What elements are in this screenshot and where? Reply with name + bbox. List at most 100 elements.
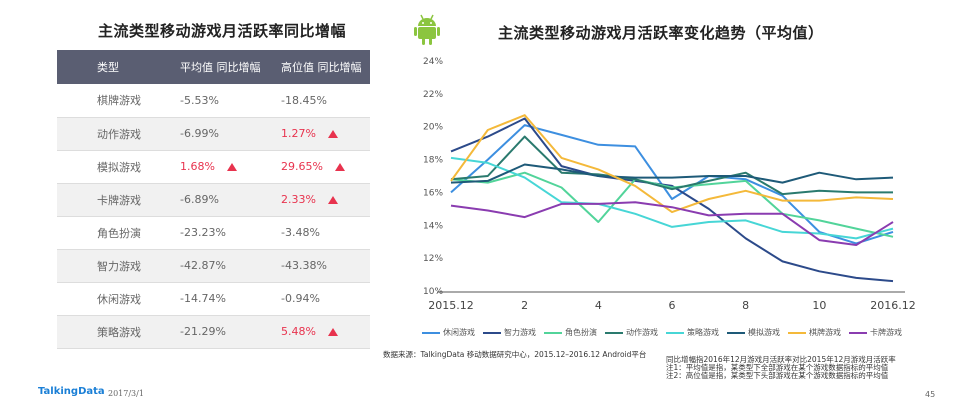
right-title: 主流类型移动游戏月活跃率变化趋势（平均值） xyxy=(498,24,824,42)
cell-avg: -6.99% xyxy=(180,117,281,151)
legend-swatch xyxy=(422,331,440,334)
cell-avg: 1.68% xyxy=(180,150,281,184)
x-tick-label: 6 xyxy=(669,299,676,312)
legend-swatch xyxy=(605,331,623,334)
legend-label: 休闲游戏 xyxy=(443,328,475,337)
cell-type: 智力游戏 xyxy=(57,249,180,283)
cell-type: 策略游戏 xyxy=(57,315,180,349)
cell-high-value: 29.65% xyxy=(281,160,323,173)
table-row: 休闲游戏 -14.74% -0.94% xyxy=(57,282,370,316)
cell-avg-value: -23.23% xyxy=(180,226,226,239)
legend-item: 角色扮演 xyxy=(544,327,597,338)
x-tick-label: 2016.12 xyxy=(870,299,916,312)
legend-label: 智力游戏 xyxy=(504,328,536,337)
x-tick-label: 2 xyxy=(521,299,528,312)
cell-avg-value: -5.53% xyxy=(180,93,219,107)
series-line-1 xyxy=(450,117,894,283)
growth-table: 类型 平均值 同比增幅 高位值 同比增幅 棋牌游戏 -5.53% -18.45% 动作… xyxy=(57,50,370,349)
series-line-6 xyxy=(450,114,894,214)
legend-label: 棋牌游戏 xyxy=(809,328,841,337)
x-tick-label: 2015.12 xyxy=(428,299,474,312)
header-avg: 平均值 同比增幅 xyxy=(180,50,281,84)
cell-avg: -21.29% xyxy=(180,315,281,349)
x-tick-label: 10 xyxy=(812,299,826,312)
cell-avg-value: -6.89% xyxy=(180,193,219,206)
cell-high-value: -0.94% xyxy=(281,292,320,305)
series-line-7 xyxy=(450,201,894,246)
cell-avg: -6.89% xyxy=(180,183,281,217)
legend-label: 角色扮演 xyxy=(565,328,597,337)
legend-swatch xyxy=(727,331,745,334)
cell-type-value: 休闲游戏 xyxy=(97,292,141,306)
cell-high-value: -18.45% xyxy=(281,93,327,107)
cell-high-value: -3.48% xyxy=(281,226,320,239)
y-tick-label: 18% xyxy=(423,156,443,166)
table-row: 棋牌游戏 -5.53% -18.45% xyxy=(57,84,370,118)
y-tick-label: 10% xyxy=(423,287,443,297)
cell-high: -18.45% xyxy=(281,84,370,118)
cell-high: 5.48% xyxy=(281,315,370,349)
chart-legend: 休闲游戏 智力游戏 角色扮演 动作游戏 策略游戏 模拟游戏 棋牌游戏 卡牌游戏 xyxy=(422,327,910,338)
cell-type-value: 角色扮演 xyxy=(97,226,141,240)
series-line-4 xyxy=(450,156,894,240)
cell-type: 角色扮演 xyxy=(57,216,180,250)
up-triangle-icon xyxy=(327,328,338,336)
up-triangle-icon xyxy=(327,130,338,138)
android-icon xyxy=(414,14,440,45)
cell-avg: -42.87% xyxy=(180,249,281,283)
table-body: 棋牌游戏 -5.53% -18.45% 动作游戏 -6.99% 1.27% 模拟游戏 1.68… xyxy=(57,84,370,349)
table-row: 角色扮演 -23.23% -3.48% xyxy=(57,216,370,250)
cell-high: 1.27% xyxy=(281,117,370,151)
cell-type-value: 棋牌游戏 xyxy=(97,94,141,108)
notes: 同比增幅指2016年12月游戏月活跃率对比2015年12月游戏月活跃率 注1：平… xyxy=(666,356,896,380)
header-high: 高位值 同比增幅 xyxy=(281,50,370,84)
series-line-0 xyxy=(450,124,894,245)
cell-type-value: 模拟游戏 xyxy=(97,160,141,174)
source-text: 数据来源：TalkingData 移动数据研究中心，2015.12–2016.1… xyxy=(383,350,647,359)
cell-avg-value: -21.29% xyxy=(180,325,226,338)
cell-avg-value: -14.74% xyxy=(180,292,226,305)
legend-item: 卡牌游戏 xyxy=(849,327,902,338)
y-tick-label: 16% xyxy=(423,188,443,198)
x-tick-label: 8 xyxy=(742,299,749,312)
legend-item: 模拟游戏 xyxy=(727,327,780,338)
legend-item: 智力游戏 xyxy=(483,327,536,338)
cell-avg-value: -42.87% xyxy=(180,259,226,272)
legend-label: 动作游戏 xyxy=(626,328,658,337)
table-row: 智力游戏 -42.87% -43.38% xyxy=(57,249,370,283)
cell-high: -43.38% xyxy=(281,249,370,283)
cell-avg: -5.53% xyxy=(180,84,281,118)
cell-high-value: -43.38% xyxy=(281,259,327,272)
legend-label: 策略游戏 xyxy=(687,328,719,337)
cell-type: 模拟游戏 xyxy=(57,150,180,184)
cell-type: 休闲游戏 xyxy=(57,282,180,316)
legend-item: 动作游戏 xyxy=(605,327,658,338)
table-row: 模拟游戏 1.68% 29.65% xyxy=(57,150,370,184)
x-tick-label: 4 xyxy=(595,299,602,312)
y-tick-label: 14% xyxy=(423,221,443,231)
y-tick-label: 20% xyxy=(423,123,443,133)
table-header-row: 类型 平均值 同比增幅 高位值 同比增幅 xyxy=(57,50,370,84)
legend-item: 休闲游戏 xyxy=(422,327,475,338)
cell-type-value: 智力游戏 xyxy=(97,259,141,273)
cell-type: 动作游戏 xyxy=(57,117,180,151)
up-triangle-icon xyxy=(334,163,345,171)
series-line-2 xyxy=(450,171,894,238)
cell-high-value: 1.27% xyxy=(281,127,316,140)
left-title: 主流类型移动游戏月活跃率同比增幅 xyxy=(98,22,347,40)
cell-avg: -14.74% xyxy=(180,282,281,316)
legend-swatch xyxy=(849,331,867,334)
cell-type-value: 卡牌游戏 xyxy=(97,193,141,207)
legend-swatch xyxy=(666,331,684,334)
legend-label: 卡牌游戏 xyxy=(870,328,902,337)
footer-date: 2017/3/1 xyxy=(108,389,144,398)
page-number: 45 xyxy=(925,390,936,399)
cell-avg-value: 1.68% xyxy=(180,160,215,173)
y-tick-label: 24% xyxy=(423,57,443,67)
y-tick-label: 12% xyxy=(423,254,443,264)
legend-item: 策略游戏 xyxy=(666,327,719,338)
cell-avg: -23.23% xyxy=(180,216,281,250)
table-row: 卡牌游戏 -6.89% 2.33% xyxy=(57,183,370,217)
up-triangle-icon xyxy=(226,163,237,171)
